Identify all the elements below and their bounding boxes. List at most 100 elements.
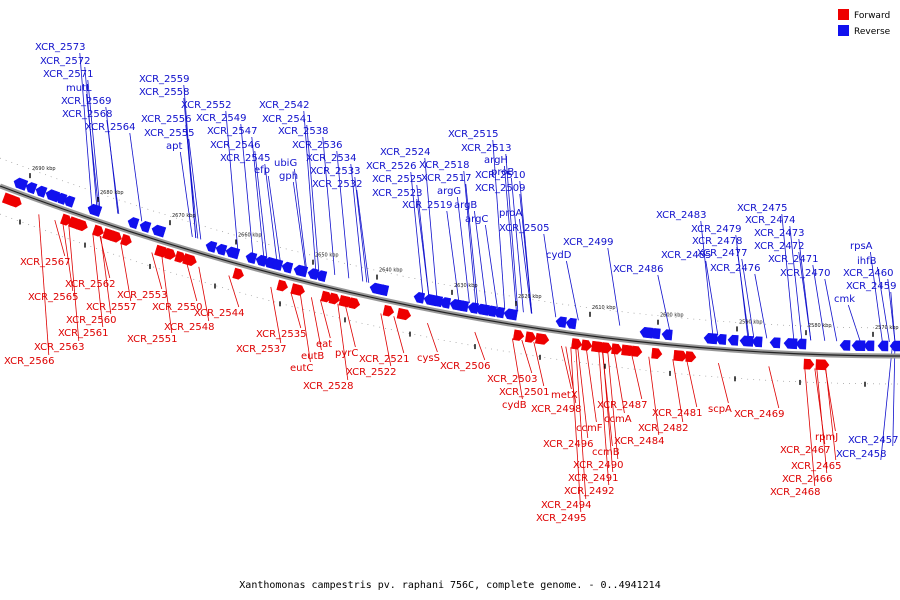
gene-arrow <box>851 340 866 352</box>
gene-arrow <box>320 290 333 303</box>
gene-label: XCR_2568 <box>62 109 113 120</box>
gene-arrow <box>863 340 875 352</box>
leader-line <box>161 255 173 334</box>
gene-label: XCR_2542 <box>259 100 310 111</box>
gene-label: ihfB <box>857 256 877 267</box>
gene-label: XCR_2472 <box>754 241 805 252</box>
gene-arrow <box>601 342 613 354</box>
tick-label: 2640 kbp <box>379 268 403 274</box>
gene-label: apt <box>166 141 182 152</box>
leader-line <box>68 224 80 342</box>
gene-label: mutL <box>66 83 92 94</box>
gene-arrow <box>293 264 309 278</box>
gene-label: XCR_2562 <box>65 279 116 290</box>
leader-line <box>505 153 519 312</box>
gene-arrow <box>76 219 88 232</box>
leader-line <box>607 247 621 326</box>
leader-line <box>185 124 199 239</box>
gene-label: XCR_2513 <box>461 143 512 154</box>
kbp-ticks: 2690 kbp 2680 kbp 2670 kbp 2660 kbp 2650 kbp… <box>19 166 899 387</box>
leader-line <box>188 138 202 240</box>
leader-line <box>598 350 610 486</box>
gene-label: XCR_2519 <box>402 200 453 211</box>
gene-label: cmk <box>834 294 855 305</box>
gene-label: XCR_2565 <box>28 292 79 303</box>
leader-line <box>228 275 240 308</box>
gene-label: argH <box>484 155 508 166</box>
leader-line <box>570 347 582 513</box>
leader-line <box>416 198 430 296</box>
leader-line <box>892 341 896 447</box>
gene-label: XCR_2505 <box>499 223 550 234</box>
leader-line <box>511 177 524 313</box>
genome-backbone-line <box>0 185 900 357</box>
gene-label: XCR_2496 <box>543 439 594 450</box>
leader-line <box>457 196 470 304</box>
leader-line <box>54 219 66 257</box>
gene-arrow <box>127 217 140 230</box>
leader-line <box>648 356 660 436</box>
gene-arrow <box>9 195 22 208</box>
gene-arrow <box>815 359 830 371</box>
gene-arrow <box>571 338 583 350</box>
leader-line <box>485 224 498 309</box>
leader-line <box>798 251 812 341</box>
gene-label: XCR_2553 <box>117 290 168 301</box>
leader-line <box>789 225 803 341</box>
leader-line <box>847 304 861 342</box>
gene-arrow <box>703 333 718 345</box>
gene-label: XCR_2474 <box>745 215 796 226</box>
gene-arrow <box>315 270 328 282</box>
gene-label: XCR_2506 <box>440 361 491 372</box>
gene-label: XCR_2503 <box>487 374 538 385</box>
leader-line <box>754 273 768 339</box>
legend-reverse-swatch <box>838 25 849 36</box>
leader-line <box>816 368 828 474</box>
leader-line <box>427 322 438 353</box>
gene-arrow <box>13 177 29 191</box>
gene-label: rpsA <box>850 241 873 252</box>
leader-line <box>424 157 438 298</box>
gene-label: XCR_2483 <box>656 210 707 221</box>
gene-label: rpmJ <box>815 432 838 443</box>
gene-arrow <box>290 283 305 296</box>
gene-label: XCR_2491 <box>568 473 619 484</box>
leader-line <box>336 150 350 279</box>
gene-arrow <box>512 329 525 341</box>
leader-line <box>240 123 254 255</box>
gene-arrow <box>877 340 889 352</box>
gene-label: XCR_2559 <box>139 74 190 85</box>
leader-line <box>614 352 625 414</box>
gene-label: XCR_2471 <box>768 254 819 265</box>
leader-line <box>345 305 356 348</box>
leader-line <box>311 297 322 351</box>
gene-label: metX <box>551 390 578 401</box>
gene-label: XCR_2458 <box>836 449 887 460</box>
leader-line <box>319 299 331 339</box>
legend-forward-swatch <box>838 9 849 20</box>
gene-arrow <box>382 304 395 317</box>
leader-line <box>151 252 163 290</box>
tick-label: 2600 kbp <box>660 313 684 319</box>
leader-line <box>672 359 684 423</box>
gene-label: XCR_2564 <box>85 122 136 133</box>
gene-label: XCR_2487 <box>597 400 648 411</box>
gene-label: XCR_2538 <box>278 126 329 137</box>
leader-line <box>306 124 320 272</box>
tick-label: 2610 kbp <box>592 305 616 311</box>
gene-label: XCR_2566 <box>4 356 55 367</box>
gene-label: XCR_2524 <box>380 147 431 158</box>
leader-line <box>512 338 523 400</box>
gene-label: XCR_2548 <box>164 322 215 333</box>
gene-arrow <box>276 279 288 292</box>
leader-line <box>565 346 577 404</box>
gene-label: XCR_2561 <box>58 328 109 339</box>
gene-label: cydD <box>546 250 572 261</box>
gene-label: pyrC <box>335 348 358 359</box>
leader-line <box>768 366 780 409</box>
gene-label: XCR_2560 <box>66 315 117 326</box>
gene-label: eutC <box>290 363 313 374</box>
leader-line <box>474 331 486 361</box>
gene-arrow <box>338 295 353 308</box>
dotted-guide-tracks <box>0 157 900 385</box>
